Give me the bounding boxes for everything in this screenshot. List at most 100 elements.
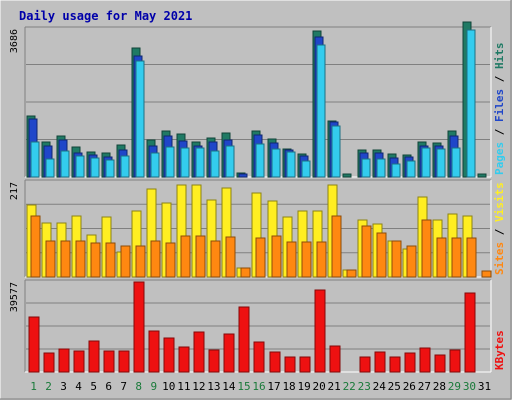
bar-kbytes-day-1 — [28, 316, 40, 373]
bar-pages-day-28 — [436, 148, 446, 178]
x-tick-label-day-17: 17 — [267, 380, 280, 393]
bar-pages-day-25 — [391, 163, 401, 178]
panel-bottom: 39577 KBytes — [9, 279, 506, 373]
bar-sites-day-29 — [451, 237, 462, 278]
bar-sites-day-30 — [466, 237, 477, 278]
x-tick-label-day-5: 5 — [90, 380, 97, 393]
bar-pages-day-13 — [210, 150, 220, 178]
bar-sites-day-8 — [135, 245, 146, 278]
legend-separator: / — [493, 69, 506, 89]
bar-pages-day-7 — [120, 155, 130, 178]
x-tick-label-day-12: 12 — [192, 380, 205, 393]
bar-pages-day-19 — [301, 160, 311, 178]
x-tick-label-day-2: 2 — [45, 380, 52, 393]
bar-kbytes-day-18 — [284, 356, 296, 373]
bar-pages-day-23 — [361, 158, 371, 178]
bar-kbytes-day-17 — [269, 351, 281, 373]
bar-sites-day-20 — [316, 241, 327, 278]
bar-kbytes-day-16 — [253, 341, 265, 373]
bar-sites-day-3 — [60, 240, 71, 278]
bar-kbytes-day-4 — [73, 350, 85, 373]
bar-kbytes-day-11 — [178, 346, 190, 373]
x-tick-label-day-29: 29 — [448, 380, 461, 393]
x-tick-label-day-28: 28 — [433, 380, 446, 393]
bar-pages-day-24 — [376, 158, 386, 178]
bar-kbytes-day-24 — [374, 351, 386, 373]
bar-kbytes-day-3 — [58, 348, 70, 373]
legend-files: Files — [493, 89, 506, 122]
bar-sites-day-4 — [75, 240, 86, 278]
x-tick-label-day-8: 8 — [135, 380, 142, 393]
chart-title: Daily usage for May 2021 — [19, 9, 192, 23]
panel-bottom-max-label: 39577 — [9, 282, 20, 312]
bar-pages-day-18 — [286, 151, 296, 178]
legend-visits: Visits — [493, 182, 506, 222]
bar-pages-day-29 — [451, 147, 461, 178]
bar-sites-day-9 — [150, 240, 161, 278]
bar-sites-day-27 — [421, 219, 432, 278]
bar-kbytes-day-26 — [404, 352, 416, 373]
x-tick-label-day-1: 1 — [30, 380, 37, 393]
bar-pages-day-20 — [316, 44, 326, 178]
x-tick-label-day-25: 25 — [388, 380, 401, 393]
bar-kbytes-day-10 — [163, 337, 175, 373]
bar-sites-day-2 — [45, 240, 56, 278]
bar-kbytes-day-12 — [193, 331, 205, 373]
bar-sites-day-5 — [90, 242, 101, 278]
bar-pages-day-11 — [180, 147, 190, 178]
panel-top-legend: Pages / Files / Hits — [493, 43, 506, 176]
bar-kbytes-day-20 — [314, 289, 326, 373]
bar-sites-day-28 — [436, 237, 447, 278]
bar-sites-day-25 — [391, 240, 402, 278]
bar-kbytes-day-27 — [419, 347, 431, 373]
bar-kbytes-day-7 — [118, 350, 130, 373]
bar-sites-day-23 — [361, 225, 372, 278]
x-tick-label-day-15: 15 — [237, 380, 250, 393]
x-tick-label-day-26: 26 — [403, 380, 416, 393]
bar-sites-day-15 — [240, 267, 251, 278]
panel-top-max-label: 3686 — [9, 29, 20, 53]
bar-kbytes-day-15 — [238, 306, 250, 373]
bar-sites-day-19 — [301, 241, 312, 278]
bar-pages-day-3 — [60, 150, 70, 178]
legend-hits: Hits — [493, 43, 506, 70]
bar-pages-day-10 — [165, 146, 175, 178]
x-tick-label-day-31: 31 — [478, 380, 491, 393]
bar-pages-day-8 — [135, 60, 145, 178]
bar-sites-day-6 — [105, 242, 116, 278]
bar-kbytes-day-14 — [223, 333, 235, 373]
bar-pages-day-6 — [105, 159, 115, 178]
panel-middle-max-label: 217 — [9, 182, 20, 200]
chart-panels: 3686 Pages / Files / Hits 217 Sites / Visit… — [9, 21, 506, 373]
x-tick-label-day-30: 30 — [463, 380, 476, 393]
bar-pages-day-2 — [45, 158, 55, 178]
legend-separator: / — [493, 122, 506, 142]
panel-bottom-legend: KBytes — [493, 330, 506, 370]
bar-pages-day-30 — [466, 29, 476, 178]
bar-kbytes-day-28 — [434, 354, 446, 373]
bar-sites-day-31 — [481, 270, 492, 278]
x-tick-label-day-14: 14 — [222, 380, 236, 393]
bar-pages-day-26 — [406, 160, 416, 178]
bar-sites-day-24 — [376, 232, 387, 278]
bar-sites-day-22 — [346, 269, 357, 278]
bar-pages-day-21 — [331, 125, 341, 178]
legend-pages: Pages — [493, 142, 506, 175]
legend-kbytes: KBytes — [493, 330, 506, 370]
bar-pages-day-14 — [225, 145, 235, 178]
x-tick-label-day-21: 21 — [328, 380, 341, 393]
x-tick-label-day-11: 11 — [177, 380, 190, 393]
bar-kbytes-day-25 — [389, 356, 401, 373]
x-tick-label-day-3: 3 — [60, 380, 67, 393]
bar-sites-day-16 — [255, 237, 266, 278]
bar-kbytes-day-29 — [449, 349, 461, 373]
bar-kbytes-day-19 — [299, 356, 311, 373]
x-tick-label-day-18: 18 — [282, 380, 295, 393]
bar-kbytes-day-30 — [464, 292, 476, 373]
legend-separator: / — [493, 222, 506, 242]
bar-pages-day-9 — [150, 152, 160, 178]
bar-kbytes-day-23 — [359, 356, 371, 373]
bar-hits-day-22 — [342, 173, 352, 178]
bar-sites-day-12 — [195, 235, 206, 278]
bar-pages-day-4 — [75, 155, 85, 178]
